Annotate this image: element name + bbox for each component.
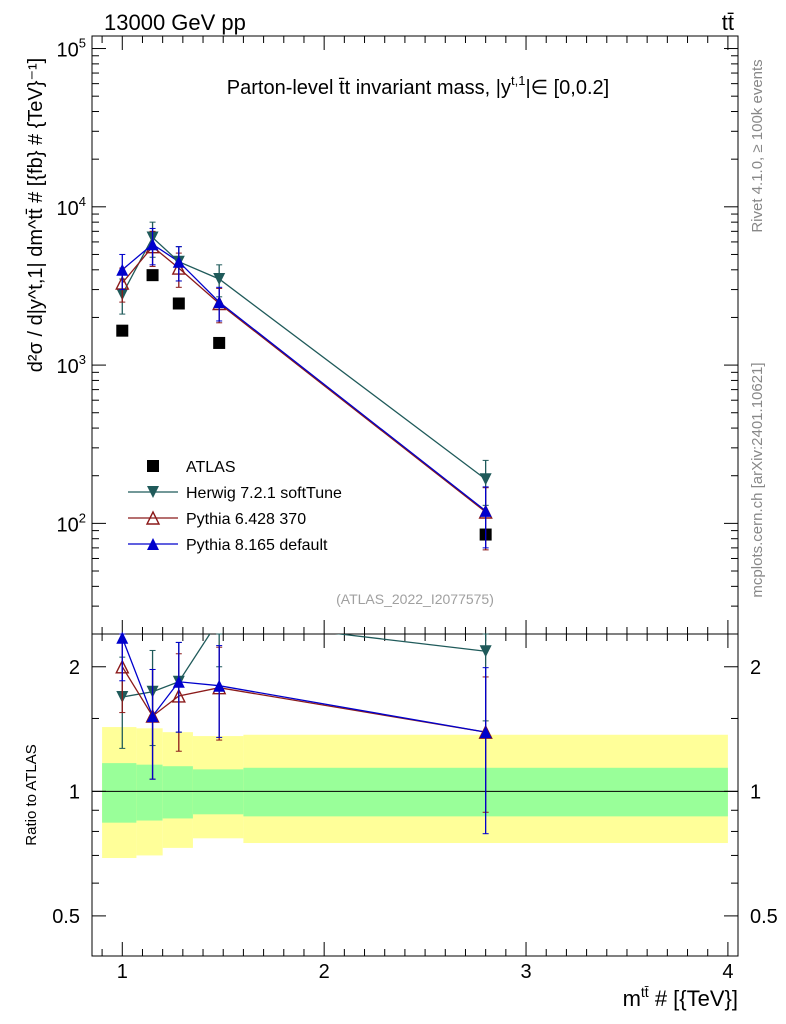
y-tick-label-main: 104 — [57, 194, 86, 220]
data-point-atlas — [172, 297, 185, 310]
y-tick-label-main: 105 — [57, 36, 86, 62]
chart-title: Parton-level t̄t invariant mass, |yt,1|∈… — [227, 73, 609, 99]
data-point-herwig-7-2-1-softtune — [479, 473, 492, 486]
ratio-point-pythia-8-165-default — [116, 631, 129, 644]
data-point-herwig-7-2-1-softtune — [213, 272, 226, 285]
data-point-atlas — [213, 336, 226, 349]
y-tick-base: 10 — [57, 198, 79, 220]
ratio-point-pythia-8-165-default — [172, 675, 185, 688]
process-label: tt̄ — [722, 10, 734, 35]
ratio-y-tick-label-right: 0.5 — [750, 906, 778, 928]
x-axis-label: mtt̄ # [{TeV}] — [623, 984, 738, 1011]
ratio-y-tick-label-left: 1 — [69, 781, 80, 803]
ratio-panel: Ratio to ATLAS 0.5 0.5 1 1 2 2 1 2 3 4 — [23, 631, 778, 983]
ratio-y-tick-label-left: 2 — [69, 657, 80, 679]
legend: ATLAS Herwig 7.2.1 softTune Pythia 6.428 3… — [128, 459, 342, 554]
ratio-band-green — [162, 766, 193, 819]
data-point-atlas — [146, 269, 159, 282]
ratio-y-tick-label-left: 0.5 — [52, 906, 80, 928]
data-point-pythia-8-165-default — [172, 255, 185, 268]
x-tick-label: 3 — [520, 961, 531, 983]
ratio-band-green — [102, 763, 137, 823]
y-tick-exponent: 2 — [79, 510, 86, 525]
ratio-panel-frame — [91, 633, 739, 957]
x-tick-label: 2 — [319, 961, 330, 983]
y-tick-label-main: 102 — [57, 510, 86, 536]
ratio-band-green — [192, 769, 244, 815]
data-point-pythia-8-165-default — [146, 238, 159, 251]
ratio-point-herwig-7-2-1-softtune — [479, 645, 492, 658]
y-tick-exponent: 5 — [79, 36, 86, 51]
legend-label-atlas: ATLAS — [186, 459, 236, 476]
legend-marker-atlas — [147, 460, 159, 472]
y-tick-base: 10 — [57, 514, 79, 536]
legend-label-pythia-8-165-default: Pythia 8.165 default — [186, 537, 328, 554]
data-point-pythia-8-165-default — [213, 296, 226, 309]
mcplots-label: mcplots.cern.ch [arXiv:2401.10621] — [749, 362, 766, 597]
main-line-pythia-8-165-default — [121, 243, 487, 512]
y-tick-label-main: 103 — [57, 352, 86, 378]
legend-marker-herwig-7-2-1-softtune — [147, 486, 159, 498]
y-tick-base: 10 — [57, 40, 79, 62]
y-axis-label-main: d²σ / d|y^t,1| dm^tt̄ # [{fb} # {TeV}⁻¹] — [25, 58, 47, 372]
ratio-y-tick-label-right: 1 — [750, 781, 761, 803]
ratio-y-tick-label-right: 2 — [750, 657, 761, 679]
energy-label: 13000 GeV pp — [104, 10, 246, 35]
ratio-point-pythia-8-165-default — [213, 679, 226, 692]
ratio-point-pythia-8-165-default — [479, 726, 492, 739]
data-point-pythia-8-165-default — [479, 504, 492, 517]
legend-label-herwig-7-2-1-softtune: Herwig 7.2.1 softTune — [186, 485, 342, 502]
ratio-point-pythia-8-165-default — [146, 710, 159, 723]
x-tick-label: 1 — [117, 961, 128, 983]
ratio-band-green — [136, 764, 163, 821]
legend-label-pythia-6-428-370: Pythia 6.428 370 — [186, 511, 306, 528]
main-line-pythia-6-428-370 — [121, 245, 487, 513]
y-tick-exponent: 3 — [79, 352, 86, 367]
rivet-label: Rivet 4.1.0, ≥ 100k events — [749, 59, 766, 232]
analysis-id: (ATLAS_2022_I2077575) — [336, 591, 494, 607]
legend-marker-pythia-8-165-default — [147, 538, 159, 550]
y-axis-label-ratio: Ratio to ATLAS — [23, 744, 40, 845]
data-point-pythia-8-165-default — [116, 263, 129, 276]
data-point-atlas — [116, 324, 129, 337]
legend-marker-pythia-6-428-370 — [145, 510, 161, 525]
y-tick-exponent: 4 — [79, 194, 86, 209]
x-tick-label: 4 — [722, 961, 733, 983]
main-panel: Parton-level t̄t invariant mass, |yt,1|∈… — [25, 35, 739, 635]
y-tick-base: 10 — [57, 356, 79, 378]
